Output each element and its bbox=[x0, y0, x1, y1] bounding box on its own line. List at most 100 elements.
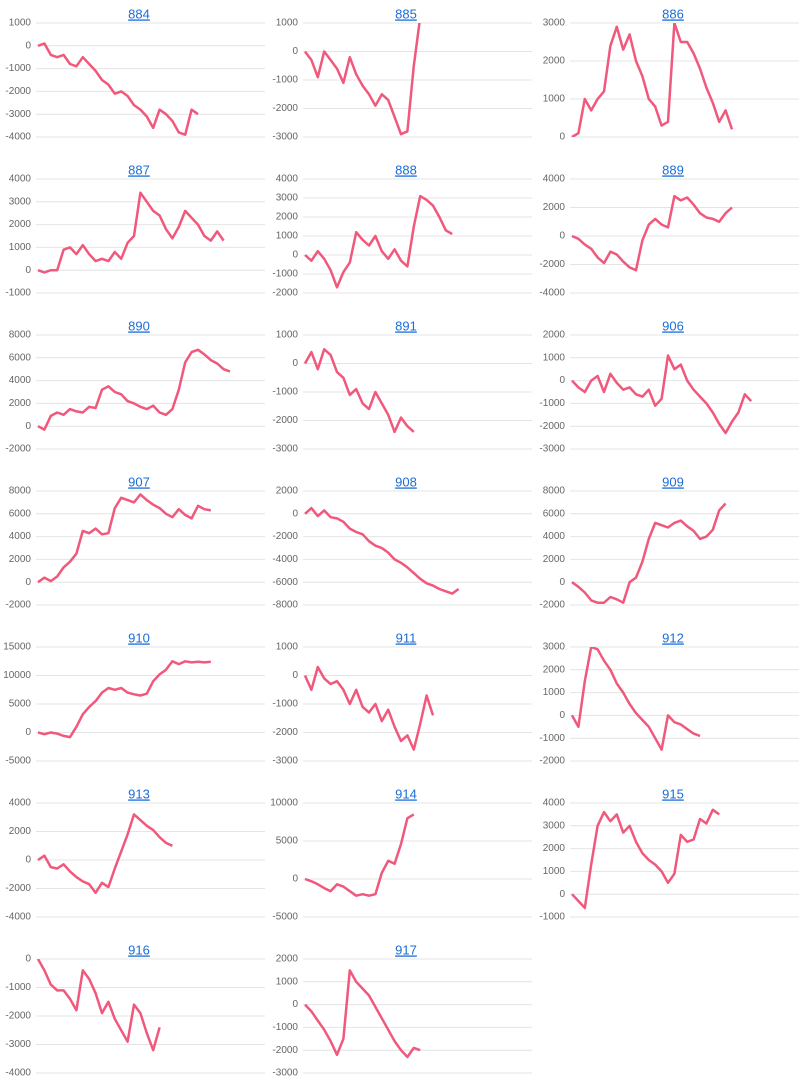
y-tick-label: -1000 bbox=[539, 398, 565, 409]
line-chart: 912 -2000 -1000 0 1000 2000 3000 bbox=[539, 630, 799, 767]
data-line bbox=[304, 969, 421, 1059]
data-line bbox=[37, 42, 199, 136]
y-tick-label: 1000 bbox=[276, 330, 299, 341]
y-tick-label: -4000 bbox=[539, 288, 565, 299]
y-tick-label: -5000 bbox=[272, 912, 298, 923]
y-tick-label: 1000 bbox=[9, 18, 32, 29]
line-chart: 907 -2000 0 2000 4000 6000 8000 bbox=[5, 474, 265, 611]
y-tick-label: 2000 bbox=[543, 56, 566, 67]
y-tick-label: 0 bbox=[292, 999, 298, 1010]
y-tick-label: 0 bbox=[559, 710, 565, 721]
line-chart: 915 -1000 0 1000 2000 3000 4000 bbox=[539, 786, 799, 923]
y-tick-label: -3000 bbox=[272, 1068, 298, 1079]
y-tick-label: -2000 bbox=[5, 883, 31, 894]
y-tick-label: 15000 bbox=[3, 642, 31, 653]
y-tick-label: 10000 bbox=[3, 670, 31, 681]
chart-title[interactable]: 906 bbox=[662, 318, 684, 333]
data-line bbox=[37, 660, 211, 739]
y-tick-label: 6000 bbox=[9, 508, 32, 519]
data-line bbox=[571, 354, 753, 435]
y-tick-label: 1000 bbox=[543, 687, 566, 698]
line-chart: 909 -2000 0 2000 4000 6000 8000 bbox=[539, 474, 799, 611]
y-tick-label: 10000 bbox=[270, 798, 298, 809]
y-tick-label: 4000 bbox=[9, 174, 32, 185]
y-tick-label: 3000 bbox=[543, 820, 566, 831]
line-chart: 889 -4000 -2000 0 2000 4000 bbox=[539, 162, 799, 299]
line-chart: 886 0 1000 2000 3000 bbox=[543, 6, 799, 143]
y-tick-label: 0 bbox=[25, 265, 31, 276]
y-tick-label: -1000 bbox=[272, 75, 298, 86]
y-tick-label: 1000 bbox=[543, 94, 566, 105]
data-line bbox=[303, 665, 435, 751]
y-tick-label: 3000 bbox=[543, 642, 566, 653]
chart-title[interactable]: 885 bbox=[395, 6, 417, 21]
y-tick-label: -4000 bbox=[5, 912, 31, 923]
line-chart: 884 -4000 -3000 -2000 -1000 0 1000 bbox=[5, 6, 265, 143]
y-tick-label: 2000 bbox=[276, 954, 299, 965]
chart-title[interactable]: 884 bbox=[128, 6, 150, 21]
y-tick-label: 0 bbox=[25, 40, 31, 51]
chart-title[interactable]: 888 bbox=[395, 162, 417, 177]
line-chart: 910 -5000 0 5000 10000 15000 bbox=[3, 630, 265, 767]
y-tick-label: -2000 bbox=[5, 1011, 31, 1022]
y-tick-label: -2000 bbox=[272, 1045, 298, 1056]
chart-title[interactable]: 909 bbox=[662, 474, 684, 489]
y-tick-label: 1000 bbox=[543, 866, 566, 877]
y-tick-label: -6000 bbox=[272, 577, 298, 588]
chart-title[interactable]: 914 bbox=[395, 786, 417, 801]
line-chart: 914 -5000 0 5000 10000 bbox=[270, 786, 532, 923]
y-tick-label: 0 bbox=[559, 375, 565, 386]
chart-title[interactable]: 890 bbox=[128, 318, 150, 333]
y-tick-label: 0 bbox=[292, 508, 298, 519]
y-tick-label: -1000 bbox=[272, 269, 298, 280]
y-tick-label: 2000 bbox=[276, 212, 299, 223]
y-tick-label: -3000 bbox=[272, 132, 298, 143]
line-chart: 885 -3000 -2000 -1000 0 1000 bbox=[272, 6, 532, 143]
y-tick-label: 0 bbox=[25, 577, 31, 588]
y-tick-label: 3000 bbox=[9, 196, 32, 207]
y-tick-label: 2000 bbox=[9, 554, 32, 565]
y-tick-label: 6000 bbox=[543, 508, 566, 519]
chart-title[interactable]: 912 bbox=[662, 630, 684, 645]
chart-title[interactable]: 917 bbox=[395, 942, 417, 957]
y-tick-label: 4000 bbox=[9, 798, 32, 809]
data-line bbox=[37, 348, 231, 431]
y-tick-label: 2000 bbox=[543, 554, 566, 565]
chart-title[interactable]: 913 bbox=[128, 786, 150, 801]
y-tick-label: -2000 bbox=[272, 415, 298, 426]
chart-title[interactable]: 915 bbox=[662, 786, 684, 801]
chart-title[interactable]: 910 bbox=[128, 630, 150, 645]
chart-title[interactable]: 891 bbox=[395, 318, 417, 333]
y-tick-label: 3000 bbox=[543, 18, 566, 29]
y-tick-label: 0 bbox=[559, 231, 565, 242]
chart-title[interactable]: 911 bbox=[396, 630, 417, 645]
y-tick-label: 0 bbox=[292, 250, 298, 261]
line-chart: 906 -3000 -2000 -1000 0 1000 2000 bbox=[539, 318, 799, 455]
y-tick-label: 4000 bbox=[543, 798, 566, 809]
y-tick-label: -4000 bbox=[272, 554, 298, 565]
data-line bbox=[37, 493, 212, 584]
y-tick-label: 0 bbox=[292, 874, 298, 885]
chart-title[interactable]: 886 bbox=[662, 6, 684, 21]
y-tick-label: 8000 bbox=[9, 330, 32, 341]
y-tick-label: 8000 bbox=[543, 486, 566, 497]
y-tick-label: 2000 bbox=[276, 486, 299, 497]
y-tick-label: 5000 bbox=[9, 699, 32, 710]
chart-title[interactable]: 908 bbox=[395, 474, 417, 489]
chart-title[interactable]: 907 bbox=[128, 474, 150, 489]
y-tick-label: 1000 bbox=[543, 352, 566, 363]
y-tick-label: 3000 bbox=[276, 193, 299, 204]
y-tick-label: 4000 bbox=[9, 375, 32, 386]
chart-title[interactable]: 887 bbox=[128, 162, 150, 177]
data-line bbox=[37, 191, 225, 274]
y-tick-label: -2000 bbox=[5, 444, 31, 455]
line-chart: 888 -2000 -1000 0 1000 2000 3000 4000 bbox=[272, 162, 532, 299]
line-chart: 911 -3000 -2000 -1000 0 1000 bbox=[272, 630, 532, 767]
chart-title[interactable]: 916 bbox=[128, 942, 150, 957]
y-tick-label: -3000 bbox=[539, 444, 565, 455]
chart-title[interactable]: 889 bbox=[662, 162, 684, 177]
y-tick-label: -3000 bbox=[272, 756, 298, 767]
y-tick-label: 6000 bbox=[9, 352, 32, 363]
